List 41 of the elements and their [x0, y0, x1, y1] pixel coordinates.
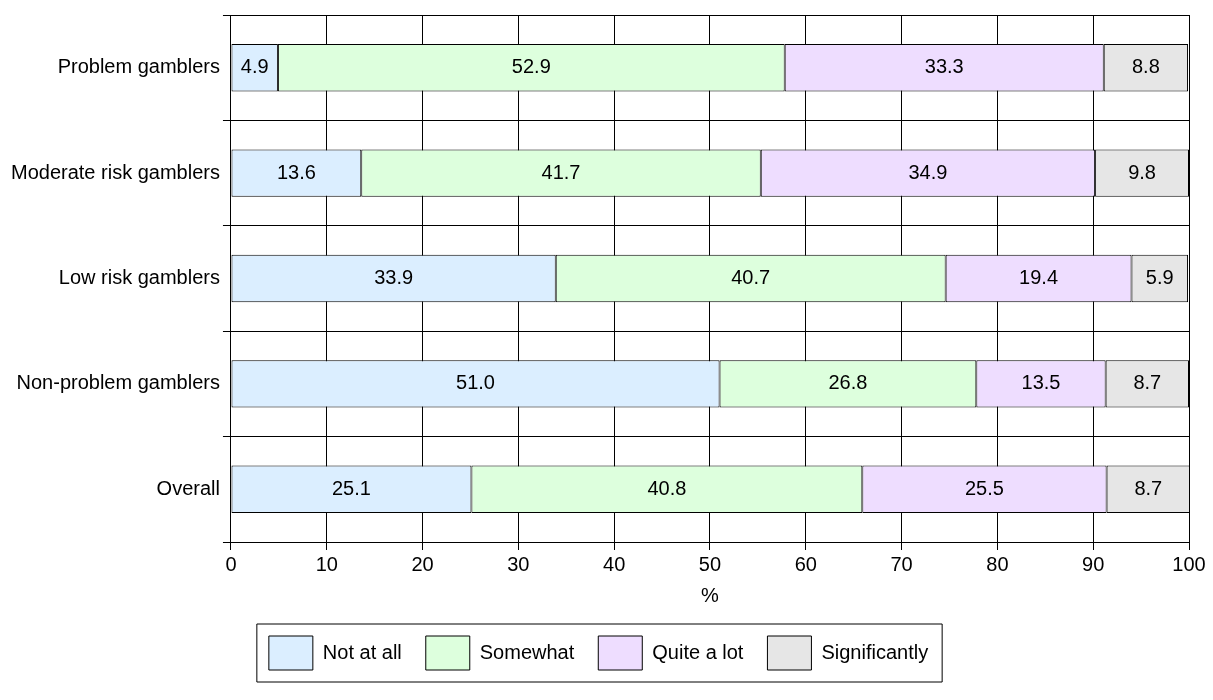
text: 9.8 — [1128, 160, 1156, 183]
text: 34.9 — [908, 160, 948, 183]
x-tick-label: 60 — [794, 552, 817, 575]
text: 25.5 — [964, 476, 1004, 499]
x-tick-label: 20 — [411, 552, 434, 575]
x-tick-label: 70 — [890, 552, 913, 575]
text: 40.8 — [647, 476, 687, 499]
legend-label: Quite a lot — [652, 640, 744, 663]
text: 26.8 — [828, 371, 868, 394]
y-tick-label: Problem gamblers — [57, 55, 220, 78]
legend-label: Not at all — [322, 640, 402, 663]
x-tick-label: 50 — [698, 552, 722, 575]
y-tick-label: Non-problem gamblers — [16, 371, 220, 394]
legend-label: Somewhat — [479, 640, 575, 663]
text: 41.7 — [541, 160, 581, 183]
text: 13.6 — [276, 160, 316, 183]
text: 25.1 — [331, 476, 371, 499]
x-tick-label: 100 — [1172, 552, 1206, 575]
text: 40.7 — [731, 266, 771, 289]
text: 33.3 — [924, 55, 964, 78]
text: 8.7 — [1134, 476, 1163, 499]
y-tick-label: Overall — [156, 476, 220, 499]
x-tick-label: 0 — [225, 552, 237, 575]
y-tick-label: Low risk gamblers — [58, 266, 220, 289]
text: 8.8 — [1131, 55, 1160, 78]
text: 33.9 — [374, 266, 414, 289]
x-tick-label: 10 — [315, 552, 338, 575]
text: 4.9 — [240, 55, 269, 78]
x-tick-label: 30 — [507, 552, 530, 575]
text: 13.5 — [1021, 371, 1061, 394]
x-axis-title: % — [701, 583, 720, 606]
text: 52.9 — [511, 55, 551, 78]
x-tick-label: 40 — [603, 552, 626, 575]
text: 51.0 — [456, 371, 495, 394]
x-tick-label: 90 — [1082, 552, 1105, 575]
text: 5.9 — [1145, 266, 1174, 289]
text: 8.7 — [1133, 371, 1162, 394]
legend-label: Significantly — [821, 640, 929, 663]
text: 19.4 — [1019, 266, 1059, 289]
y-tick-label: Moderate risk gamblers — [11, 160, 220, 183]
x-tick-label: 80 — [986, 552, 1009, 575]
